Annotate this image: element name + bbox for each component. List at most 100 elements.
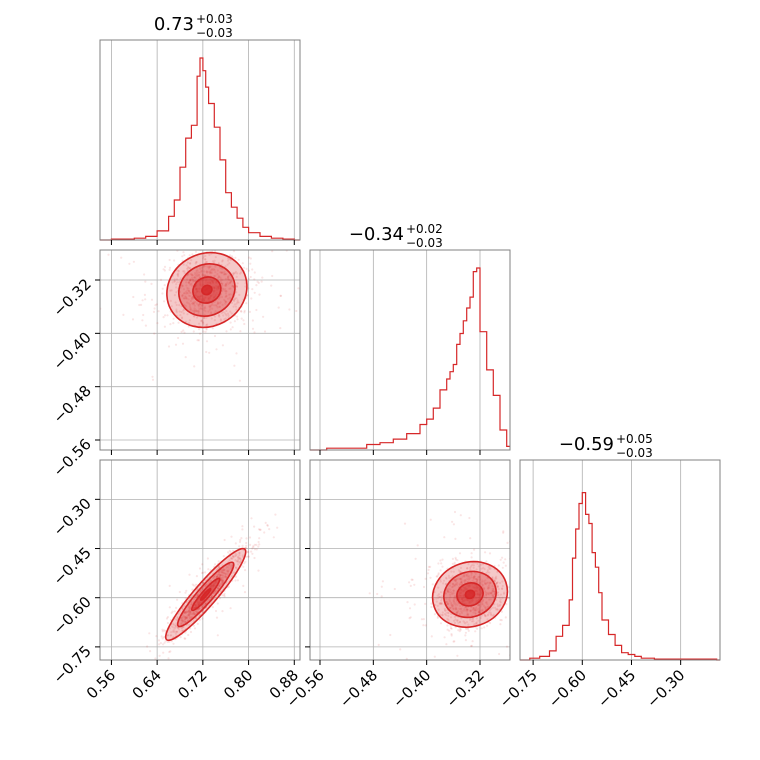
- sample-point: [235, 302, 238, 305]
- sample-point: [424, 624, 427, 627]
- sample-point: [230, 564, 234, 567]
- sample-point: [144, 280, 147, 283]
- sample-point: [477, 611, 480, 614]
- sample-point: [247, 555, 250, 558]
- sample-point: [188, 616, 191, 619]
- sample-point: [476, 562, 479, 565]
- sample-point: [194, 613, 197, 616]
- sample-point: [512, 573, 514, 575]
- sample-point: [449, 616, 453, 619]
- sample-point: [478, 575, 481, 578]
- sample-point: [247, 555, 250, 558]
- sample-point: [486, 581, 490, 584]
- sample-point: [218, 584, 221, 587]
- sample-point: [272, 536, 275, 539]
- sample-point: [492, 589, 495, 592]
- sample-point: [455, 599, 458, 603]
- sample-point: [164, 314, 167, 317]
- sample-point: [176, 273, 179, 276]
- sample-point: [228, 281, 231, 284]
- sample-point: [501, 596, 504, 599]
- sample-point: [204, 310, 207, 313]
- sample-point: [446, 628, 449, 631]
- sample-point: [499, 623, 502, 626]
- sample-point: [451, 604, 454, 607]
- sample-point: [223, 538, 226, 542]
- sample-point: [485, 593, 488, 596]
- sample-point: [236, 579, 239, 582]
- sample-point: [225, 295, 228, 298]
- sample-point: [203, 274, 207, 277]
- sample-point: [141, 662, 143, 664]
- sample-point: [437, 586, 440, 589]
- sample-point: [234, 552, 237, 555]
- sample-point: [163, 325, 166, 328]
- sample-point: [216, 575, 219, 578]
- sample-point: [470, 644, 473, 647]
- sample-point: [414, 557, 417, 560]
- sample-point: [279, 294, 283, 297]
- sample-point: [247, 551, 250, 554]
- sample-point: [197, 310, 200, 313]
- sample-point: [227, 551, 230, 554]
- sample-point: [172, 629, 175, 632]
- sample-point: [474, 612, 477, 615]
- sample-point: [220, 580, 223, 583]
- sample-point: [219, 319, 223, 322]
- sample-point: [166, 640, 169, 644]
- sample-point: [251, 547, 254, 550]
- sample-point: [422, 618, 425, 621]
- sample-point: [189, 278, 192, 281]
- sample-point: [218, 597, 222, 600]
- sample-point: [434, 604, 437, 607]
- sample-point: [244, 569, 247, 572]
- sample-point: [176, 281, 179, 284]
- sample-point: [250, 297, 253, 300]
- sample-point: [190, 259, 193, 262]
- sample-point: [233, 272, 236, 275]
- sample-point: [261, 276, 264, 279]
- sample-point: [451, 604, 454, 607]
- sample-point: [481, 603, 484, 606]
- sample-point: [451, 575, 454, 578]
- sample-point: [475, 621, 478, 624]
- sample-point: [188, 281, 191, 284]
- sample-point: [240, 310, 243, 313]
- sample-point: [496, 607, 499, 611]
- sample-point: [214, 256, 217, 259]
- sample-point: [190, 297, 193, 300]
- sample-point: [229, 258, 232, 262]
- sample-point: [203, 270, 206, 273]
- sample-point: [210, 312, 213, 315]
- samples-1-2: [368, 510, 536, 660]
- sample-point: [206, 265, 209, 268]
- sample-point: [203, 603, 206, 606]
- sample-point: [231, 557, 234, 560]
- sample-point: [477, 576, 480, 579]
- sample-point: [181, 614, 184, 617]
- sample-point: [496, 603, 499, 606]
- sample-point: [441, 613, 444, 616]
- sample-point: [224, 273, 227, 276]
- sample-point: [479, 582, 482, 585]
- sample-point: [452, 607, 455, 610]
- sample-point: [487, 605, 490, 608]
- sample-point: [255, 543, 258, 546]
- sample-point: [440, 597, 443, 600]
- sample-point: [199, 271, 202, 274]
- sample-point: [257, 540, 260, 544]
- sample-point: [187, 289, 190, 293]
- sample-point: [216, 301, 219, 304]
- sample-point: [184, 320, 188, 323]
- sample-point: [220, 579, 224, 582]
- sample-point: [245, 541, 248, 545]
- sample-point: [464, 609, 467, 612]
- sample-point: [187, 614, 191, 617]
- sample-point: [495, 577, 498, 580]
- sample-point: [221, 570, 224, 573]
- sample-point: [188, 617, 192, 620]
- sample-point: [458, 612, 461, 616]
- sample-point: [534, 522, 536, 524]
- sample-point: [240, 537, 243, 540]
- sample-point: [209, 265, 212, 268]
